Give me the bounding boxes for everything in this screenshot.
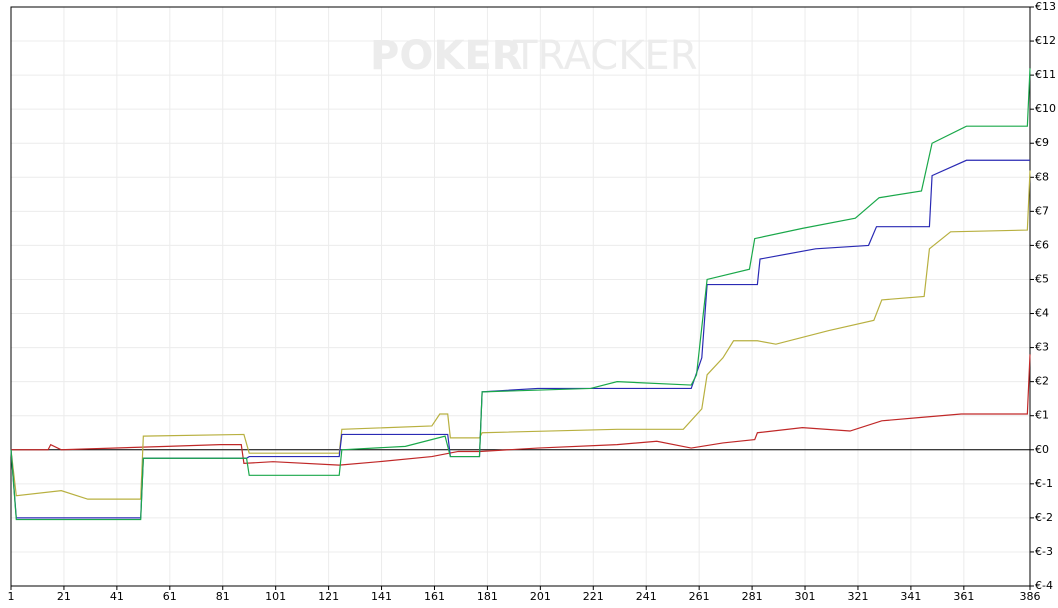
x-tick-label: 241 (636, 590, 657, 603)
y-tick-label: €7 (1035, 204, 1049, 217)
x-tick-label: 1 (8, 590, 15, 603)
y-tick-label: €4 (1035, 307, 1049, 320)
x-tick-label: 141 (371, 590, 392, 603)
x-tick-label: 321 (847, 590, 868, 603)
x-tick-label: 41 (110, 590, 124, 603)
y-tick-label: €-3 (1035, 545, 1053, 558)
watermark: POKER (370, 33, 522, 79)
x-tick-label: 61 (163, 590, 177, 603)
x-tick-label: 221 (583, 590, 604, 603)
x-tick-label: 161 (424, 590, 445, 603)
y-tick-label: €-1 (1035, 477, 1053, 490)
y-tick-label: €-2 (1035, 511, 1053, 524)
watermark: TRACKER (512, 33, 698, 79)
series-line (10, 159, 1030, 519)
series-line (10, 170, 1031, 500)
y-tick-label: €1 (1035, 409, 1049, 422)
y-tick-label: €11 (1035, 68, 1056, 81)
x-tick-label: 281 (742, 590, 763, 603)
x-tick-label: 101 (265, 590, 286, 603)
y-tick-label: €5 (1035, 272, 1049, 285)
x-tick-label: 181 (477, 590, 498, 603)
series-line (10, 68, 1031, 521)
x-tick-label: 21 (57, 590, 71, 603)
y-tick-label: €12 (1035, 34, 1056, 47)
y-tick-label: €8 (1035, 170, 1049, 183)
y-tick-label: €-4 (1035, 579, 1053, 592)
y-tick-label: €3 (1035, 341, 1049, 354)
y-tick-label: €2 (1035, 375, 1049, 388)
x-tick-label: 121 (318, 590, 339, 603)
series-line (11, 354, 1031, 466)
y-tick-label: €13 (1035, 0, 1056, 13)
x-tick-label: 261 (689, 590, 710, 603)
x-tick-label: 81 (216, 590, 230, 603)
y-tick-label: €10 (1035, 102, 1056, 115)
y-tick-label: €6 (1035, 238, 1049, 251)
y-tick-label: €0 (1035, 443, 1049, 456)
x-tick-label: 341 (900, 590, 921, 603)
x-tick-label: 386 (1020, 590, 1041, 603)
plot-border (10, 6, 1031, 587)
x-tick-label: 201 (530, 590, 551, 603)
x-tick-label: 301 (795, 590, 816, 603)
x-tick-label: 361 (953, 590, 974, 603)
y-tick-label: €9 (1035, 136, 1049, 149)
